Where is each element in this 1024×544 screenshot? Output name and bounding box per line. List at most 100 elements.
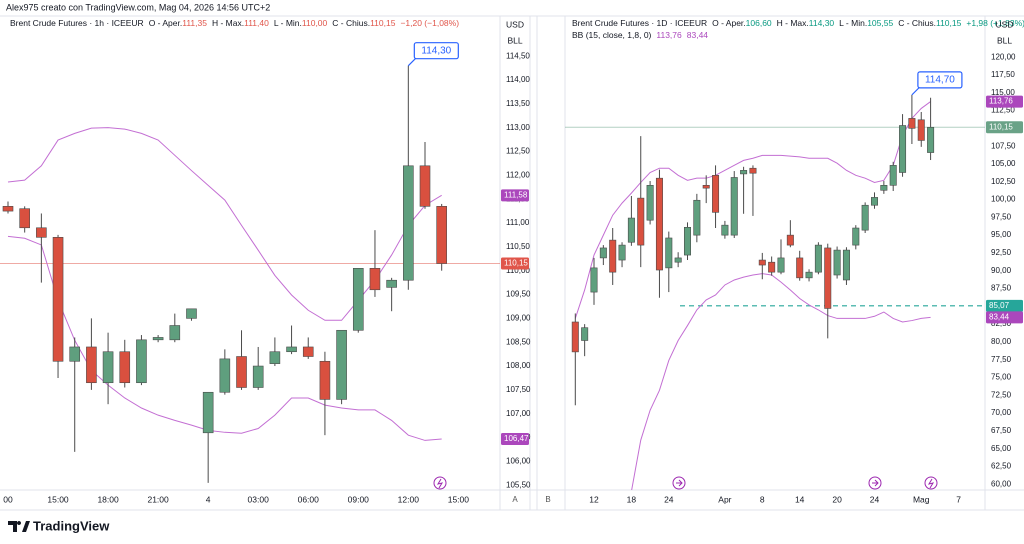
- event-icon[interactable]: [672, 476, 686, 490]
- x-tick-label: 03:00: [248, 494, 270, 504]
- candle-body: [436, 206, 447, 264]
- x-tick-label: 15:00: [47, 494, 69, 504]
- candle-body: [777, 257, 785, 273]
- candle-body: [169, 325, 181, 341]
- candle-body: [119, 351, 131, 384]
- candle-body: [319, 360, 331, 400]
- ohlc-value: 111,35: [182, 18, 207, 28]
- candle-body: [814, 244, 822, 273]
- candle-body: [2, 206, 14, 212]
- unit-label: BLL: [997, 35, 1012, 45]
- y-tick-label: 87,50: [991, 284, 1012, 293]
- candle-body: [693, 199, 701, 236]
- unit-label: BLL: [507, 35, 522, 45]
- y-tick-label: 108,00: [506, 361, 531, 370]
- y-tick-label: 65,00: [991, 444, 1012, 453]
- chart-title: Brent Crude Futures · 1h · ICEEUR: [10, 18, 144, 28]
- ohlc-key: H - Max.: [777, 18, 809, 28]
- callout-box: [413, 42, 459, 60]
- candle-body: [758, 259, 766, 266]
- candle-body: [302, 346, 314, 357]
- candle-body: [36, 227, 47, 238]
- candle-body: [19, 208, 30, 229]
- y-tick-label: 107,50: [506, 385, 531, 394]
- candle-body: [880, 185, 888, 191]
- axis-button[interactable]: A: [512, 495, 518, 504]
- y-tick-label: 115,00: [991, 88, 1015, 97]
- y-tick-label: 110,50: [506, 242, 530, 251]
- candle-body: [571, 321, 579, 353]
- price-tag: [501, 257, 529, 270]
- y-tick-label: 111,00: [506, 218, 530, 227]
- candle-body: [627, 217, 635, 243]
- y-tick-label: 92,50: [991, 248, 1012, 257]
- candle-body: [870, 197, 878, 206]
- x-tick-label: 7: [956, 494, 961, 504]
- price-tag-label: 106,47: [504, 434, 529, 443]
- event-icon[interactable]: [433, 476, 447, 490]
- ohlc-key: O - Aper.: [712, 18, 746, 28]
- price-tag: [501, 432, 529, 445]
- candle-body: [152, 337, 164, 341]
- candle-body: [269, 351, 281, 364]
- price-tag: [986, 299, 1023, 312]
- price-tag: [501, 189, 529, 202]
- x-tick-label: 18:00: [97, 494, 119, 504]
- candle-body: [403, 165, 414, 281]
- x-tick-label: 24: [664, 494, 674, 504]
- x-tick-label: 8: [760, 494, 765, 504]
- y-tick-label: 107,00: [506, 409, 531, 418]
- candle-body: [833, 249, 841, 276]
- y-tick-label: 112,50: [991, 106, 1015, 115]
- y-tick-label: 113,00: [506, 123, 530, 132]
- ohlc-value: 106,60: [746, 18, 772, 28]
- y-tick-label: 107,50: [991, 141, 1016, 150]
- y-tick-label: 62,50: [991, 462, 1012, 471]
- candle-body: [740, 170, 748, 175]
- price-tag: [986, 121, 1023, 134]
- x-tick-label: Mag: [913, 494, 930, 504]
- chart-legend: Brent Crude Futures · 1h · ICEEUR O - Ape…: [10, 18, 459, 28]
- event-icon[interactable]: [868, 476, 882, 490]
- ohlc-value: 110,15: [936, 18, 962, 28]
- x-tick-label: 24: [870, 494, 880, 504]
- candle-body: [637, 197, 645, 246]
- ohlc-key: C - Chius.: [332, 18, 370, 28]
- y-tick-label: 60,00: [991, 479, 1012, 488]
- y-tick-label: 95,00: [991, 230, 1012, 239]
- y-tick-label: 70,00: [991, 408, 1012, 417]
- y-tick-label: 114,00: [506, 75, 530, 84]
- candle-body: [86, 346, 97, 384]
- y-tick-label: 82,50: [991, 319, 1012, 328]
- bollinger-band: [7, 235, 442, 441]
- candle-body: [219, 358, 231, 393]
- chart-title: Brent Crude Futures · 1D · ICEEUR: [572, 18, 707, 28]
- y-tick-label: 72,50: [991, 390, 1012, 399]
- candle-body: [786, 234, 794, 246]
- candle-body: [369, 268, 381, 291]
- candle-body: [899, 125, 907, 173]
- candle-body: [136, 339, 147, 384]
- candle-body: [102, 351, 114, 384]
- ohlc-key: L - Min.: [274, 18, 302, 28]
- price-tag-label: 110,15: [989, 122, 1013, 131]
- x-tick-label: 20: [832, 494, 842, 504]
- logo: TradingView: [8, 518, 110, 533]
- indicator-legend: BB (15, close, 1,8, 0) 113,76 83,44: [572, 30, 708, 40]
- ohlc-value: 110,15: [370, 18, 396, 28]
- y-tick-label: 102,50: [991, 177, 1016, 186]
- candle-body: [386, 279, 397, 288]
- plot-area: [0, 65, 500, 483]
- candle-body: [186, 308, 197, 319]
- y-tick-label: 75,00: [991, 373, 1012, 382]
- x-tick-label: 06:00: [298, 494, 320, 504]
- ohlc-change: +1,98 (+1,83%): [966, 18, 1024, 28]
- price-tag-label: 111,58: [504, 190, 528, 199]
- candle-body: [824, 247, 832, 309]
- candle-body: [712, 175, 720, 213]
- event-icon-glyph: [436, 478, 444, 489]
- event-icon[interactable]: [924, 476, 938, 490]
- axis-button[interactable]: B: [545, 495, 550, 504]
